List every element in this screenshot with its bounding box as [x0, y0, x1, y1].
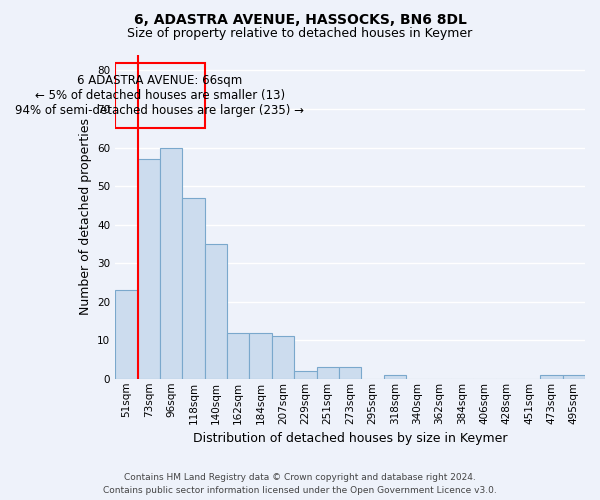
Bar: [115, 290, 137, 379]
Text: 6, ADASTRA AVENUE, HASSOCKS, BN6 8DL: 6, ADASTRA AVENUE, HASSOCKS, BN6 8DL: [134, 12, 466, 26]
Text: 6 ADASTRA AVENUE: 66sqm: 6 ADASTRA AVENUE: 66sqm: [77, 74, 242, 86]
Bar: [317, 367, 339, 379]
Bar: [383, 375, 406, 379]
Text: 94% of semi-detached houses are larger (235) →: 94% of semi-detached houses are larger (…: [16, 104, 304, 118]
Bar: [205, 244, 227, 379]
Text: Contains HM Land Registry data © Crown copyright and database right 2024.
Contai: Contains HM Land Registry data © Crown c…: [103, 473, 497, 495]
Bar: [250, 332, 272, 379]
Text: ← 5% of detached houses are smaller (13): ← 5% of detached houses are smaller (13): [35, 89, 285, 102]
Bar: [227, 332, 250, 379]
Bar: [563, 375, 585, 379]
Bar: [137, 159, 160, 379]
Y-axis label: Number of detached properties: Number of detached properties: [79, 118, 92, 316]
X-axis label: Distribution of detached houses by size in Keymer: Distribution of detached houses by size …: [193, 432, 508, 445]
Bar: [160, 148, 182, 379]
Bar: [294, 371, 317, 379]
Bar: [272, 336, 294, 379]
Bar: [182, 198, 205, 379]
Bar: [339, 367, 361, 379]
Bar: [540, 375, 563, 379]
Text: Size of property relative to detached houses in Keymer: Size of property relative to detached ho…: [127, 28, 473, 40]
